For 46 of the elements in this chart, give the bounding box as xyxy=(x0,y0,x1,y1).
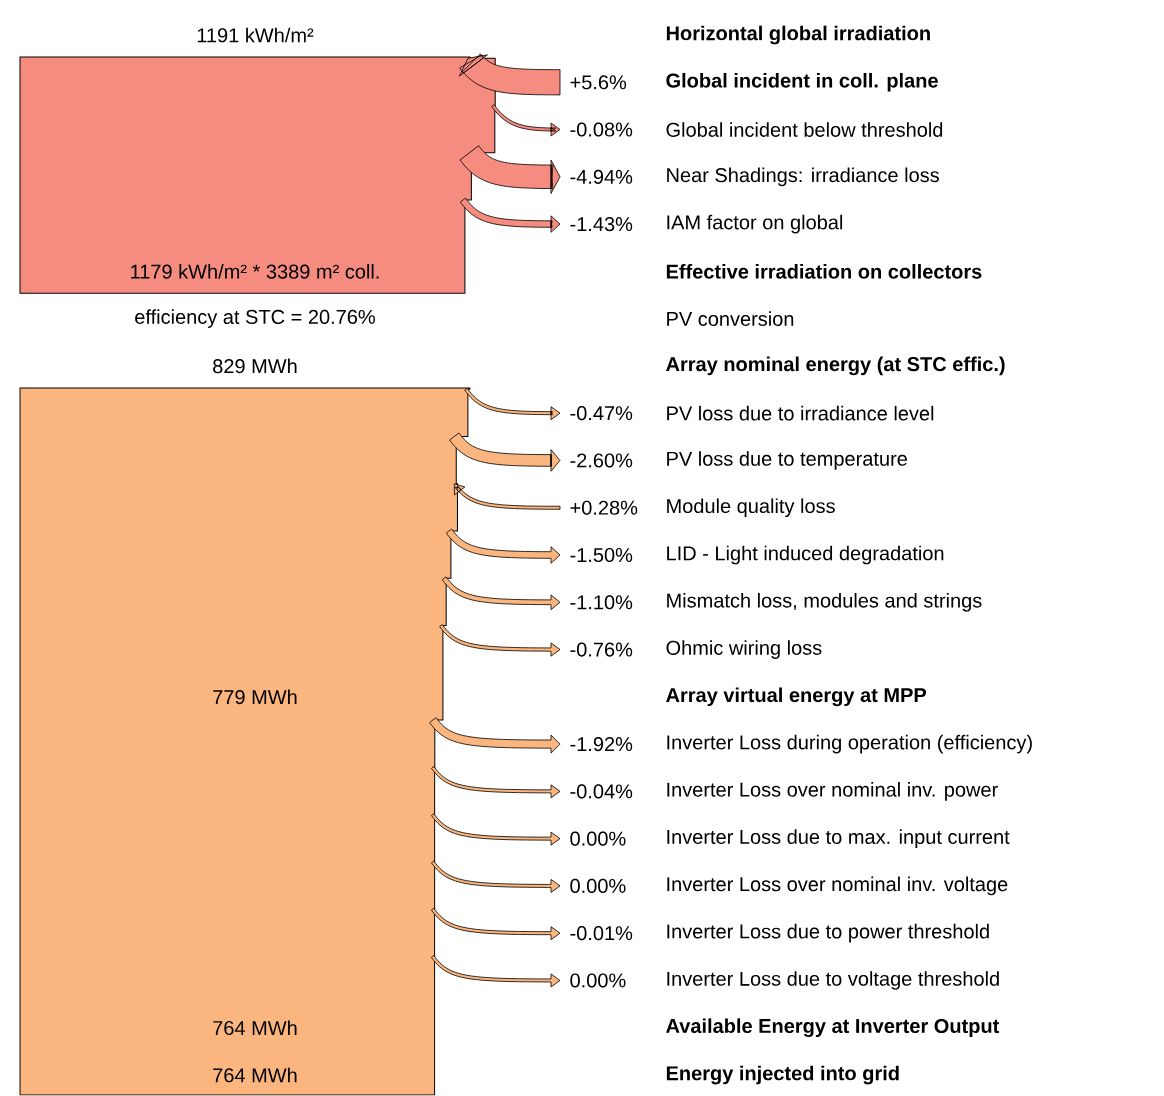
category-label: Global incident in coll. plane xyxy=(666,73,938,92)
data-label: -0.08% xyxy=(570,122,633,137)
data-label: -1.10% xyxy=(570,595,633,610)
category-label: Global incident below threshold xyxy=(666,122,943,138)
data-label: +0.28% xyxy=(570,500,638,516)
data-label: efficiency at STC = 20.76% xyxy=(135,309,375,329)
data-label: 779 MWh xyxy=(213,689,297,705)
category-label: PV loss due to irradiance level xyxy=(667,406,934,421)
data-label: -1.43% xyxy=(570,217,633,232)
data-label: -0.01% xyxy=(570,926,633,941)
data-label: -0.04% xyxy=(570,784,633,799)
category-label: Inverter Loss over nominal inv. voltage xyxy=(667,876,1008,896)
category-label: Inverter Loss over nominal inv. power xyxy=(667,782,998,801)
category-label: Inverter Loss during operation (efficiency) xyxy=(667,735,1032,754)
category-label: IAM factor on global xyxy=(667,215,843,234)
data-label: 0.00% xyxy=(570,831,626,846)
data-label: -1.50% xyxy=(570,548,633,563)
data-label: -0.76% xyxy=(570,642,633,657)
data-label: -2.60% xyxy=(570,453,633,468)
data-label: 764 MWh xyxy=(213,1020,297,1036)
data-label: 1191 kWh/m² xyxy=(197,27,314,43)
category-label: LID - Light induced degradation xyxy=(667,545,944,565)
category-label: Inverter Loss due to max. input current xyxy=(667,829,1010,849)
data-label: 1179 kWh/m² * 3389 m² coll. xyxy=(131,264,379,279)
category-label: Effective irradiation on collectors xyxy=(666,264,982,279)
category-label: Array virtual energy at MPP xyxy=(666,687,927,707)
data-label: -4.94% xyxy=(570,170,633,185)
category-label: Mismatch loss, modules and strings xyxy=(667,593,982,612)
category-label: Array nominal energy (at STC effic.) xyxy=(666,356,1005,376)
category-label: Horizontal global irradiation xyxy=(666,25,930,45)
data-label: -0.47% xyxy=(570,406,633,421)
category-label: PV conversion xyxy=(667,311,794,327)
data-label: 0.00% xyxy=(570,879,626,894)
category-label: Energy injected into grid xyxy=(666,1065,899,1085)
category-label: Near Shadings: irradiance loss xyxy=(667,167,939,187)
category-label: PV loss due to temperature xyxy=(667,451,907,471)
data-label: 764 MWh xyxy=(213,1067,297,1083)
category-label: Ohmic wiring loss xyxy=(666,640,822,660)
data-label: -1.92% xyxy=(570,737,633,752)
category-label: Module quality loss xyxy=(667,498,835,518)
category-label: Available Energy at Inverter Output xyxy=(666,1018,1000,1038)
data-label: 829 MWh xyxy=(213,358,297,374)
category-label: Inverter Loss due to power threshold xyxy=(667,924,989,943)
data-label: 0.00% xyxy=(570,973,626,988)
category-label: Inverter Loss due to voltage threshold xyxy=(667,971,999,991)
data-label: +5.6% xyxy=(570,75,627,90)
